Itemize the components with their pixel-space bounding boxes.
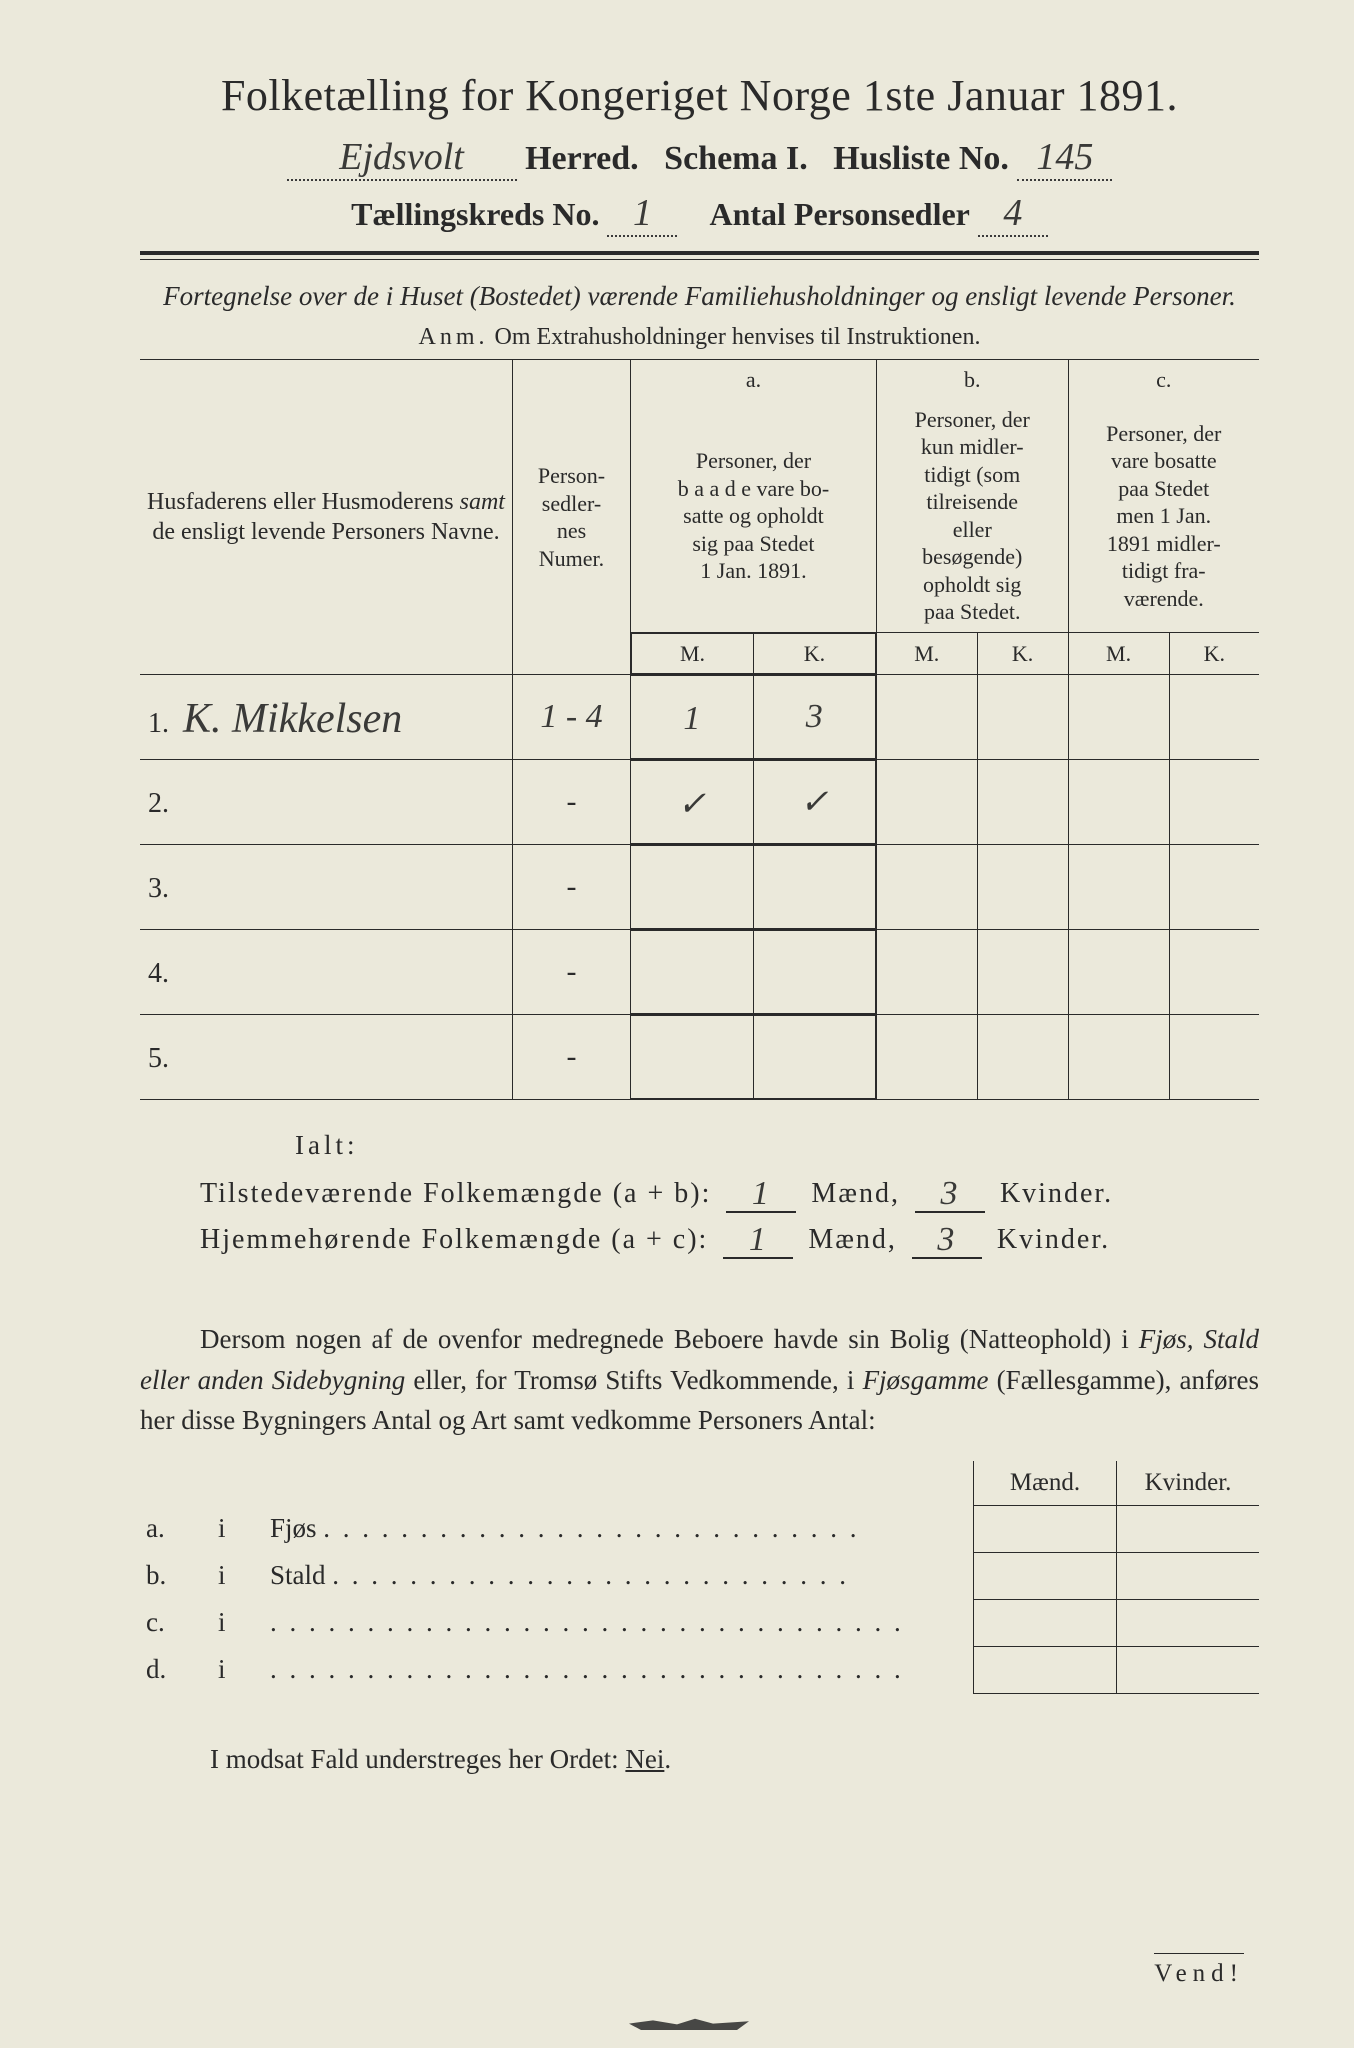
census-form-page: Folketælling for Kongeriget Norge 1ste J… [0,0,1354,2048]
mk-header-k: K. [977,632,1068,675]
kreds-label: Tællingskreds No. [351,196,599,232]
table-row: 3. - [140,845,1259,930]
table-row: 5. - [140,1015,1259,1100]
col-a-top: a. [631,360,877,400]
mk-header-k: K. [1169,632,1259,675]
stald-row: c. i . . . . . . . . . . . . . . . . . .… [140,1599,1259,1646]
header-line-3: Tællingskreds No. 1 Antal Personsedler 4 [140,191,1259,237]
anm-line: Anm. Om Extrahusholdninger henvises til … [140,324,1259,351]
ialt-label: Ialt: [295,1130,1259,1161]
mk-header-m: M. [1068,632,1169,675]
header-line-2: Ejdsvolt Herred. Schema I. Husliste No. … [140,135,1259,181]
col-names-header: Husfaderens eller Husmoderens samt de en… [140,360,513,675]
col-a-header: Personer, derb a a d e vare bo-satte og … [631,400,877,633]
table-row: 1. K. Mikkelsen 1 - 4 1 3 [140,675,1259,760]
husliste-value: 145 [1036,136,1093,178]
col-num-header: Person-sedler-nesNumer. [513,360,631,675]
col-c-top: c. [1068,360,1259,400]
page-title: Folketælling for Kongeriget Norge 1ste J… [140,70,1259,121]
mk-header-m: M. [876,632,977,675]
antal-value: 4 [1003,192,1022,234]
stald-row: a. i Fjøs . . . . . . . . . . . . . . . … [140,1505,1259,1552]
schema-label: Schema I. [664,140,808,177]
modsat-line: I modsat Fald understreges her Ordet: Ne… [210,1744,1259,1775]
anm-text: Om Extrahusholdninger henvises til Instr… [495,324,981,350]
vend-label: Vend! [1154,1953,1244,1988]
divider [140,251,1259,260]
stald-row: b. i Stald . . . . . . . . . . . . . . .… [140,1552,1259,1599]
husliste-label: Husliste No. [833,140,1009,177]
page-tear [629,2014,749,2030]
mk-header-m: M. [632,633,754,674]
subtitle: Fortegnelse over de i Huset (Bostedet) v… [140,278,1259,314]
antal-label: Antal Personsedler [709,196,969,232]
anm-label: Anm. [419,324,489,350]
outbuilding-table: Mænd. Kvinder. a. i Fjøs . . . . . . . .… [140,1461,1259,1694]
main-table: Husfaderens eller Husmoderens samt de en… [140,359,1259,1100]
stald-row: d. i . . . . . . . . . . . . . . . . . .… [140,1646,1259,1693]
stald-header-k: Kvinder. [1117,1461,1260,1506]
table-row: 2. - ✓ ✓ [140,760,1259,845]
herred-value: Ejdsvolt [339,136,464,178]
stald-header-m: Mænd. [974,1461,1117,1506]
col-c-header: Personer, dervare bosattepaa Stedetmen 1… [1068,400,1259,633]
row-name: K. Mikkelsen [183,696,402,742]
herred-label: Herred. [525,140,639,177]
total-resident: Hjemmehørende Folkemængde (a + c): 1 Mæn… [200,1219,1259,1259]
table-row: 4. - [140,930,1259,1015]
total-present: Tilstedeværende Folkemængde (a + b): 1 M… [200,1173,1259,1213]
col-b-header: Personer, derkun midler-tidigt (somtilre… [876,400,1068,633]
outbuilding-paragraph: Dersom nogen af de ovenfor medregnede Be… [140,1319,1259,1441]
col-b-top: b. [876,360,1068,400]
mk-header-k: K. [753,633,875,674]
kreds-value: 1 [633,192,652,234]
